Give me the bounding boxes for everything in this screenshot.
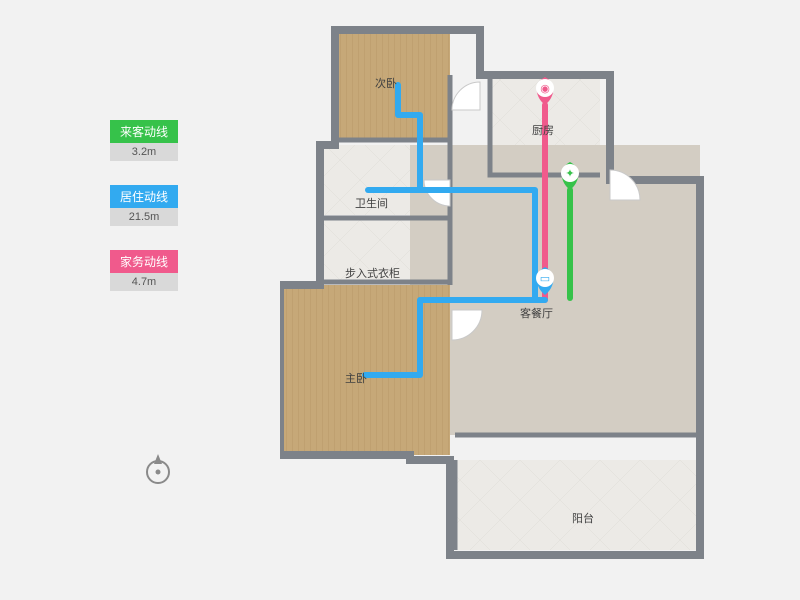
room-label: 主卧 bbox=[345, 370, 367, 386]
room-label: 步入式衣柜 bbox=[345, 265, 400, 281]
room-label: 次卧 bbox=[375, 75, 397, 91]
room-label: 卫生间 bbox=[355, 195, 388, 211]
room-label: 客餐厅 bbox=[520, 305, 553, 321]
legend-item-chore: 家务动线 4.7m bbox=[110, 250, 178, 291]
legend-label: 居住动线 bbox=[110, 185, 178, 208]
room-label: 厨房 bbox=[532, 122, 554, 138]
legend-value: 21.5m bbox=[110, 208, 178, 226]
compass-icon bbox=[140, 450, 176, 491]
svg-text:✦: ✦ bbox=[565, 168, 574, 180]
legend-label: 来客动线 bbox=[110, 120, 178, 143]
room-label: 阳台 bbox=[572, 510, 594, 526]
legend-value: 3.2m bbox=[110, 143, 178, 161]
legend-item-living: 居住动线 21.5m bbox=[110, 185, 178, 226]
legend-value: 4.7m bbox=[110, 273, 178, 291]
legend-label: 家务动线 bbox=[110, 250, 178, 273]
legend: 来客动线 3.2m 居住动线 21.5m 家务动线 4.7m bbox=[110, 120, 178, 315]
floorplan: ◉ ✦ ▭ 次卧厨房卫生间步入式衣柜客餐厅主卧阳台 bbox=[280, 20, 720, 580]
svg-text:▭: ▭ bbox=[540, 273, 550, 285]
legend-item-guest: 来客动线 3.2m bbox=[110, 120, 178, 161]
svg-text:◉: ◉ bbox=[540, 83, 550, 95]
